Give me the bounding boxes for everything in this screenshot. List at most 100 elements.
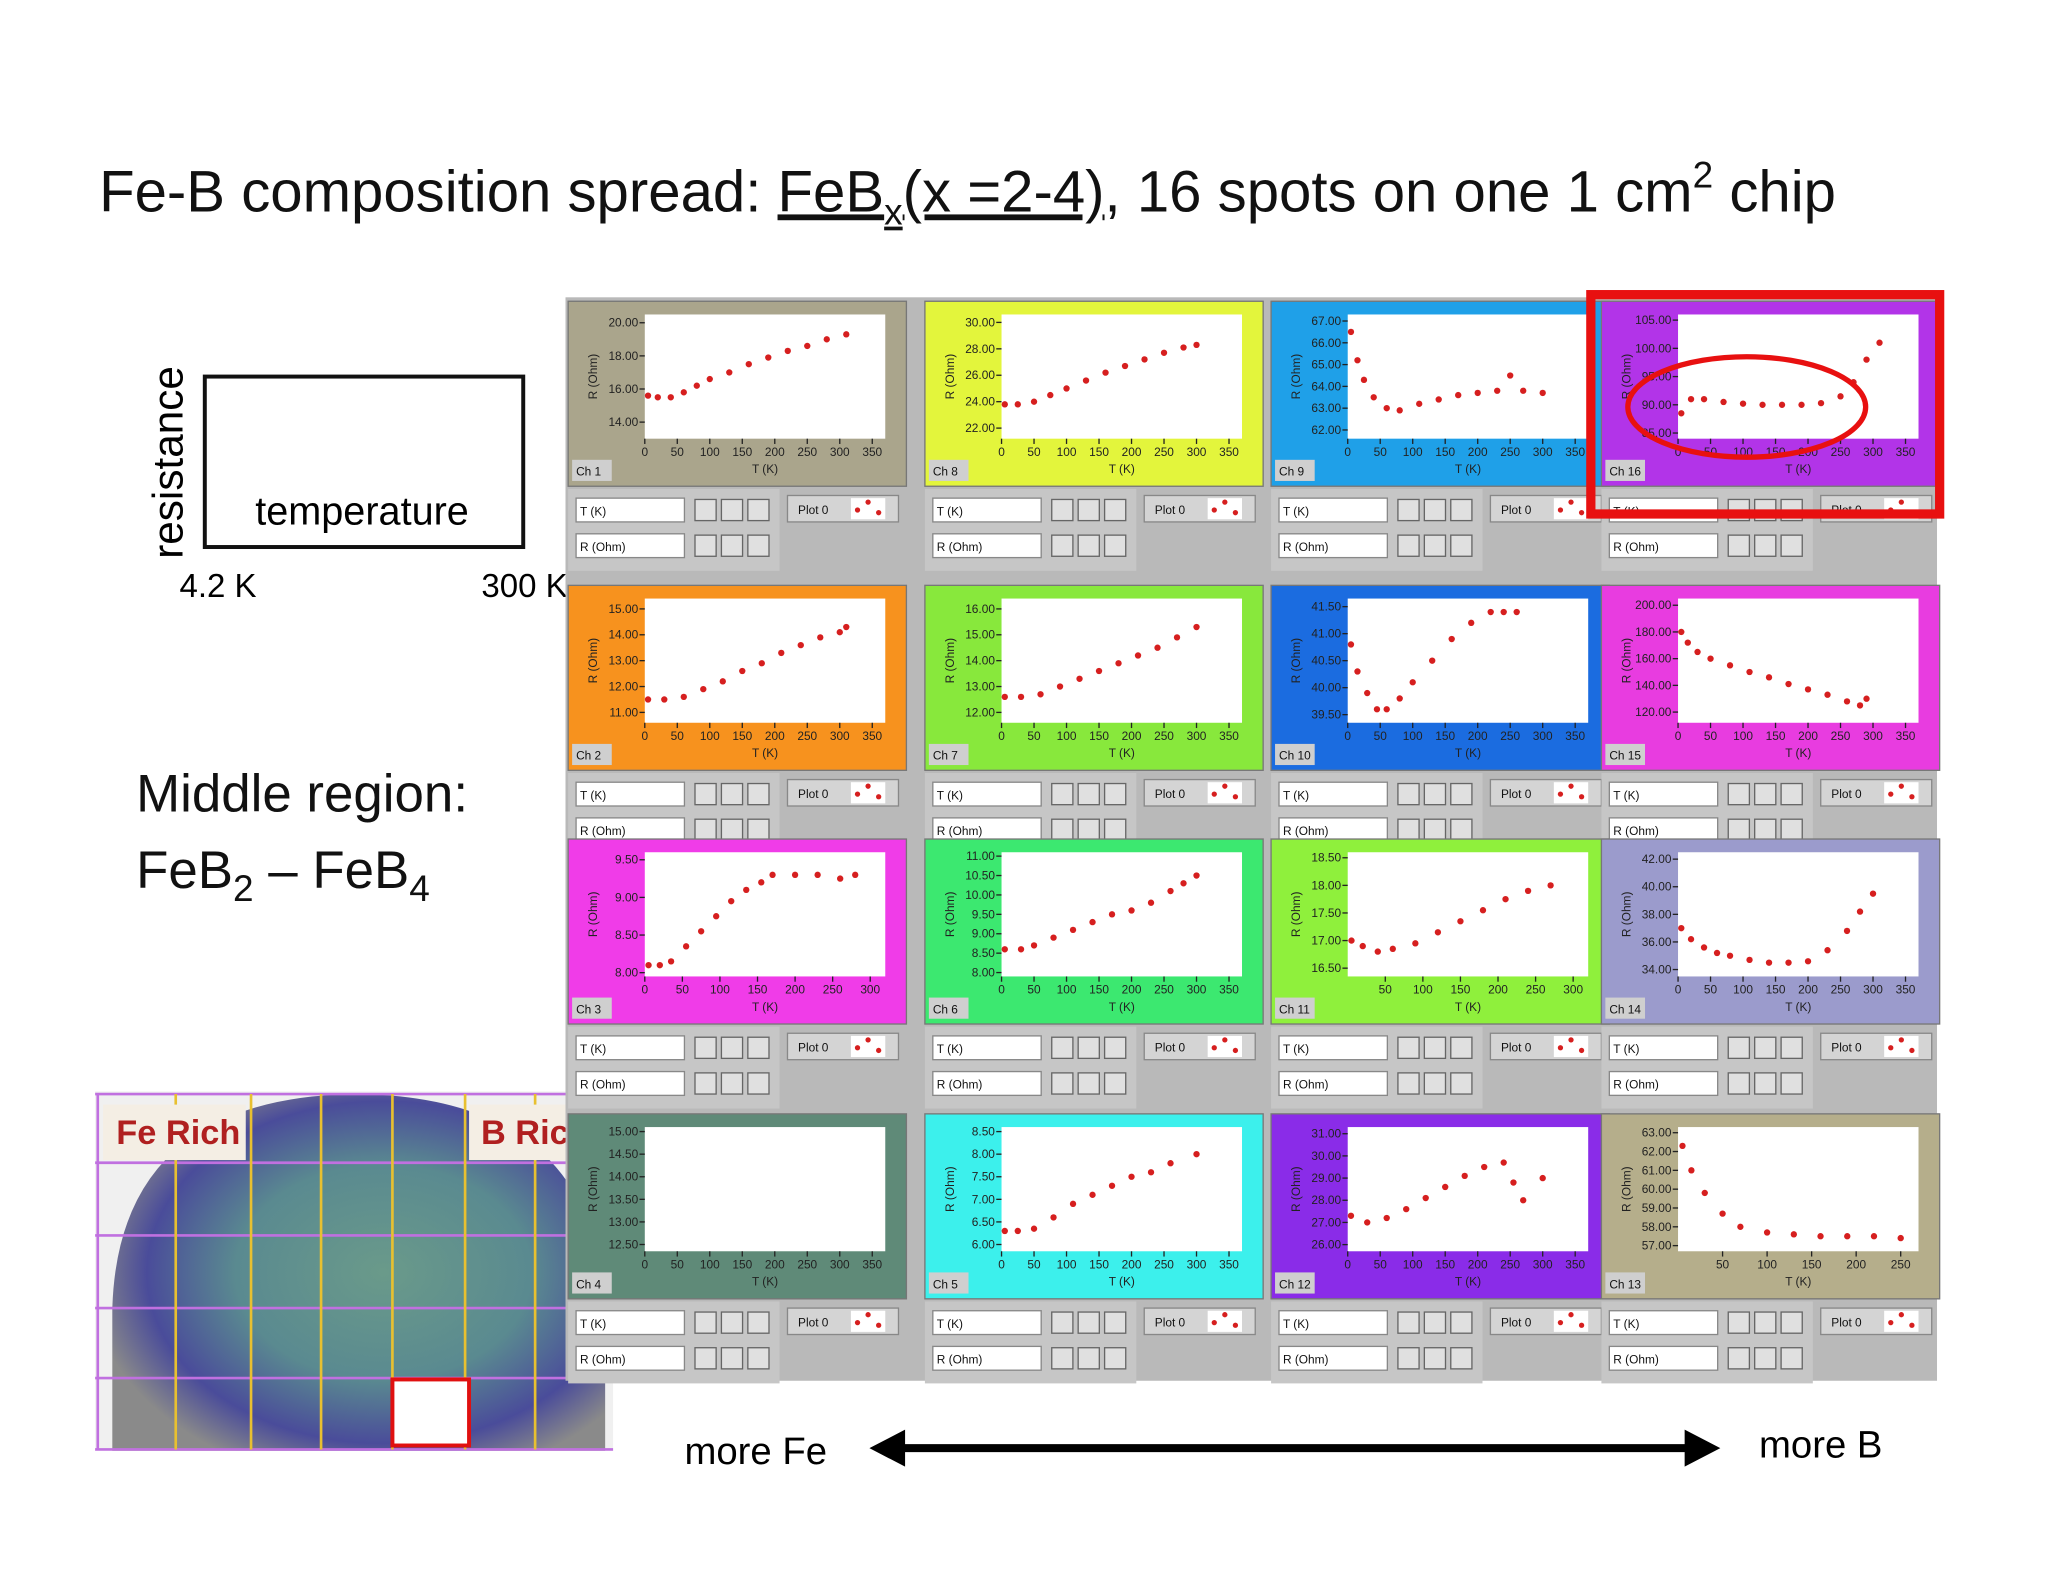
data-point (667, 394, 674, 401)
data-point (1510, 1179, 1517, 1186)
data-point (1844, 1233, 1851, 1240)
channel-tag (928, 1272, 969, 1294)
data-point (1837, 393, 1844, 400)
y-axis-label: R (Ohm) (1289, 1166, 1303, 1212)
data-point (1785, 959, 1792, 966)
x-tick-label: 300 (830, 729, 850, 743)
y-tick-label: 8.50 (972, 946, 996, 960)
legend-label: Plot 0 (798, 1041, 829, 1055)
field-box (575, 497, 686, 523)
tool-icon (1780, 1311, 1803, 1334)
legend-dot (1222, 1312, 1228, 1318)
data-point (1167, 1160, 1174, 1167)
data-point (1383, 706, 1390, 713)
channel-tag (1275, 997, 1315, 1019)
data-point (1108, 911, 1116, 918)
x-tick-label: 250 (1500, 729, 1520, 743)
data-point (1687, 936, 1695, 943)
x-axis-label: T (K) (752, 462, 778, 476)
tool-icon (1051, 782, 1074, 806)
x-tick-label: 300 (1533, 445, 1553, 459)
legend-dot (1898, 783, 1904, 789)
y-tick-label: 38.00 (1642, 907, 1672, 921)
field-box (1278, 1310, 1389, 1336)
data-point (843, 331, 850, 338)
data-point (1147, 1169, 1155, 1176)
legend-dot (1578, 1322, 1585, 1328)
data-point (1069, 926, 1077, 934)
y-tick-label: 11.00 (966, 849, 995, 863)
y-tick-label: 26.00 (1311, 1238, 1341, 1252)
legend-dot (1211, 791, 1217, 797)
y-tick-label: 59.00 (1642, 1201, 1672, 1215)
tool-icon (720, 498, 744, 522)
x-axis-label: T (K) (1455, 462, 1481, 476)
legend-dot (865, 499, 871, 505)
x-tick-label: 350 (1219, 1257, 1239, 1271)
y-tick-label: 16.00 (608, 382, 638, 396)
legend-dot (1232, 510, 1239, 516)
plot-area (644, 314, 886, 439)
x-tick-label: 150 (1435, 729, 1455, 743)
formula-part: – FeB (254, 841, 410, 900)
direction-left: more Fe (684, 1430, 827, 1473)
y-tick-label: 16.00 (965, 602, 995, 616)
y-tick-label: 6.50 (972, 1215, 996, 1229)
legend-dot (1578, 510, 1585, 516)
tool-icon (1754, 782, 1777, 806)
data-point (1001, 946, 1008, 953)
data-point (1370, 394, 1377, 401)
y-tick-label: 58.00 (1642, 1220, 1672, 1234)
data-point (1843, 698, 1851, 705)
field-box (575, 1070, 686, 1097)
data-point (726, 369, 733, 376)
data-point (769, 871, 776, 878)
tool-icon (694, 1072, 717, 1095)
field-box (1278, 1345, 1389, 1371)
data-point (1502, 895, 1509, 903)
y-tick-label: 17.50 (1311, 906, 1341, 920)
wafer-left-label: Fe Rich (116, 1114, 240, 1152)
channel-label: Ch 2 (576, 749, 601, 763)
title-part: FeB (778, 159, 885, 224)
y-tick-label: 41.00 (1311, 627, 1341, 641)
x-tick-label: 100 (1057, 1257, 1077, 1271)
data-point (1180, 344, 1187, 351)
tool-icon (1727, 1311, 1751, 1334)
y-tick-label: 40.50 (1311, 654, 1341, 668)
plot-area (1678, 852, 1919, 977)
data-point (1102, 369, 1109, 376)
data-point (1678, 628, 1685, 636)
field-box (575, 533, 686, 559)
tool-icon (1397, 1072, 1420, 1095)
y-tick-label: 8.00 (972, 1147, 996, 1161)
data-point (1817, 1233, 1824, 1240)
data-point (743, 886, 750, 894)
x-tick-label: 350 (1565, 1257, 1585, 1271)
y-tick-label: 26.00 (965, 368, 995, 382)
x-tick-label: 100 (1733, 983, 1753, 997)
wafer-spot (390, 1377, 472, 1448)
legend-dot (865, 1312, 871, 1318)
tool-icon (1051, 1036, 1074, 1060)
tool-icon (1754, 1311, 1777, 1334)
data-point (1856, 908, 1864, 915)
y-tick-label: 7.00 (972, 1192, 996, 1206)
legend-label: Plot 0 (1831, 1041, 1862, 1055)
x-tick-label: 350 (1219, 729, 1239, 743)
channel-tag (1605, 743, 1646, 766)
channel-tag (572, 1272, 612, 1294)
field-box (1278, 497, 1389, 523)
data-point (1817, 399, 1825, 407)
legend-label: Plot 0 (798, 503, 829, 517)
data-point (1688, 1167, 1695, 1174)
channel-label: Ch 11 (1279, 1002, 1310, 1016)
tool-icon (1077, 818, 1100, 842)
data-point (1001, 693, 1008, 701)
x-axis-label: T (K) (1109, 746, 1135, 760)
tool-icon (1397, 498, 1420, 522)
data-point (1863, 356, 1870, 363)
data-point (1448, 635, 1455, 643)
tool-icon (1397, 534, 1420, 557)
